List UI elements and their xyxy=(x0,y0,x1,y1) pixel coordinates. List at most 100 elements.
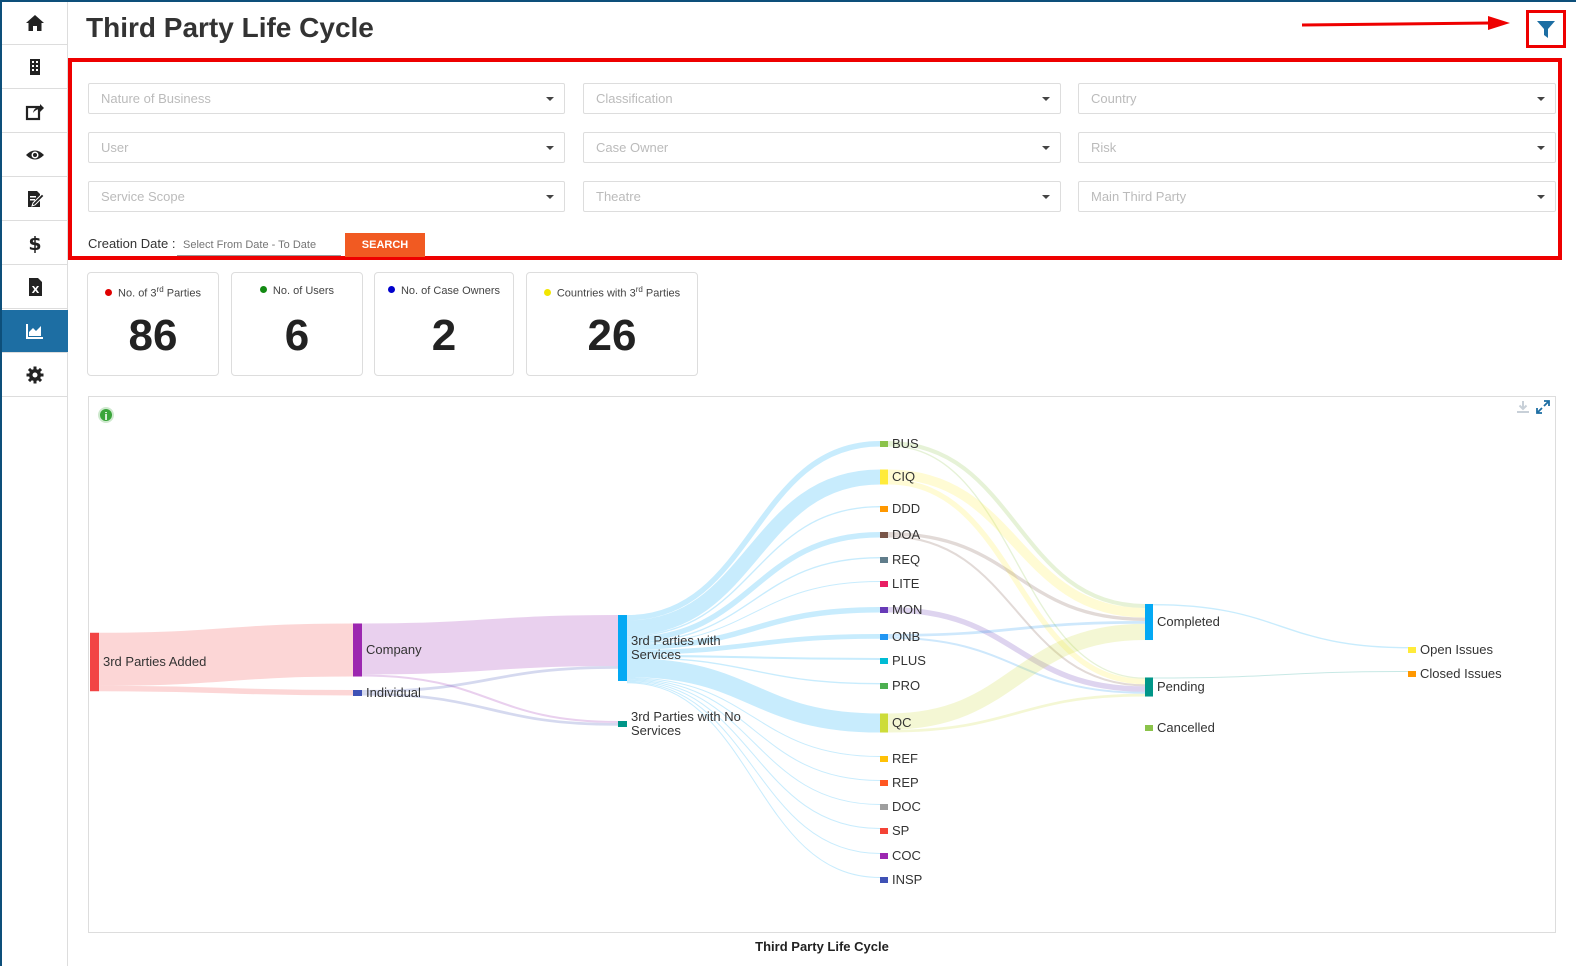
date-range-input[interactable] xyxy=(177,234,341,256)
select-placeholder: Risk xyxy=(1091,140,1117,155)
sankey-node[interactable] xyxy=(880,634,888,640)
sankey-node-label: MON xyxy=(892,602,922,617)
sidebar-item-finance[interactable]: $ xyxy=(2,222,68,265)
sankey-node[interactable] xyxy=(880,441,888,447)
sankey-link xyxy=(1152,671,1409,679)
sankey-node[interactable] xyxy=(880,658,888,664)
sankey-node[interactable] xyxy=(353,623,362,677)
sankey-node[interactable] xyxy=(880,532,888,538)
sankey-node-label: DOC xyxy=(892,799,921,814)
kpi-value: 86 xyxy=(128,311,178,360)
sankey-node[interactable] xyxy=(880,581,888,587)
kpi-label: Countries with 3rd Parties xyxy=(527,285,697,300)
sankey-node[interactable] xyxy=(880,780,888,786)
sankey-node[interactable] xyxy=(880,683,888,689)
sankey-node[interactable] xyxy=(880,804,888,810)
arrow-annotation-icon xyxy=(1301,16,1510,30)
sankey-node[interactable] xyxy=(880,557,888,563)
sankey-link xyxy=(98,685,354,696)
sankey-node-label: 3rd Parties Added xyxy=(103,654,206,669)
sankey-node[interactable] xyxy=(353,690,362,696)
sankey-node[interactable] xyxy=(880,853,888,859)
sidebar-item-excel[interactable]: X xyxy=(2,266,68,309)
kpi-label: No. of 3rd Parties xyxy=(88,285,218,300)
risk-select[interactable]: Risk xyxy=(1078,132,1556,163)
sankey-link xyxy=(626,658,881,733)
sankey-node-label: Pending xyxy=(1157,679,1205,694)
sidebar-item-analytics[interactable] xyxy=(2,310,68,353)
kpi-users: No. of Users 6 xyxy=(231,272,363,376)
caret-down-icon xyxy=(1042,146,1050,150)
kpi-label-text: Countries with 3 xyxy=(556,287,636,300)
sankey-node[interactable] xyxy=(1145,603,1153,641)
kpi-label-text: Parties xyxy=(642,287,681,300)
search-button[interactable]: SEARCH xyxy=(345,233,425,257)
sankey-link xyxy=(887,693,1146,733)
sankey-link xyxy=(887,469,1146,618)
sankey-node-label: BUS xyxy=(892,436,919,451)
theatre-select[interactable]: Theatre xyxy=(583,181,1061,212)
case-owner-select[interactable]: Case Owner xyxy=(583,132,1061,163)
sankey-link xyxy=(361,666,619,693)
kpi-label-text: No. of Case Owners xyxy=(400,285,501,297)
select-placeholder: Theatre xyxy=(596,189,641,204)
sankey-node-label: Company xyxy=(366,642,422,657)
country-select[interactable]: Country xyxy=(1078,83,1556,114)
sankey-link xyxy=(626,581,881,645)
building-icon xyxy=(30,59,40,75)
sankey-node[interactable] xyxy=(880,713,888,733)
main-third-party-select[interactable]: Main Third Party xyxy=(1078,181,1556,212)
select-placeholder: Classification xyxy=(596,91,673,106)
select-placeholder: Case Owner xyxy=(596,140,669,155)
select-placeholder: User xyxy=(101,140,129,155)
kpi-value: 26 xyxy=(587,311,637,360)
sidebar-item-settings[interactable] xyxy=(2,354,68,397)
sankey-node[interactable] xyxy=(90,632,99,692)
sankey-link xyxy=(626,532,881,643)
fullscreen-icon[interactable] xyxy=(1536,400,1550,414)
sankey-node[interactable] xyxy=(880,469,888,485)
sankey-node[interactable] xyxy=(880,756,888,762)
sankey-node-label: SP xyxy=(892,823,909,838)
classification-select[interactable]: Classification xyxy=(583,83,1061,114)
sankey-node[interactable] xyxy=(880,506,888,512)
user-select[interactable]: User xyxy=(88,132,565,163)
service-scope-select[interactable]: Service Scope xyxy=(88,181,565,212)
caret-down-icon xyxy=(1537,195,1545,199)
info-icon[interactable]: i xyxy=(98,407,114,423)
sankey-node[interactable] xyxy=(1145,677,1153,697)
sankey-node[interactable] xyxy=(1408,647,1416,653)
svg-text:$: $ xyxy=(28,233,41,253)
sankey-node-label: DDD xyxy=(892,501,920,516)
sankey-node[interactable] xyxy=(880,877,888,883)
caret-down-icon xyxy=(546,146,554,150)
chart-container xyxy=(88,396,1556,933)
sankey-node[interactable] xyxy=(618,615,627,681)
sankey-link xyxy=(626,681,881,854)
download-icon[interactable] xyxy=(1516,400,1530,414)
sankey-node-label: 3rd Parties with No Services xyxy=(631,709,741,738)
caret-down-icon xyxy=(1537,146,1545,150)
sankey-node-label: INSP xyxy=(892,872,922,887)
sidebar-item-building[interactable] xyxy=(2,46,68,89)
sankey-node[interactable] xyxy=(880,607,888,613)
nature-of-business-select[interactable]: Nature of Business xyxy=(88,83,565,114)
sankey-node[interactable] xyxy=(1408,671,1416,677)
kpi-label-sup: rd xyxy=(156,285,164,294)
sankey-node-label: Individual xyxy=(366,685,421,700)
sidebar-item-edit[interactable] xyxy=(2,178,68,221)
eye-icon xyxy=(26,150,44,160)
page-title: Third Party Life Cycle xyxy=(86,12,374,43)
sidebar-item-home[interactable] xyxy=(2,2,68,45)
sankey-link xyxy=(626,678,881,781)
sankey-node[interactable] xyxy=(618,721,627,727)
kpi-countries: Countries with 3rd Parties 26 xyxy=(526,272,698,376)
filter-button[interactable] xyxy=(1526,10,1566,48)
sidebar-item-view[interactable] xyxy=(2,134,68,177)
select-placeholder: Nature of Business xyxy=(101,91,211,106)
sankey-node[interactable] xyxy=(880,828,888,834)
sankey-link xyxy=(626,607,881,651)
sankey-link xyxy=(626,469,881,636)
sidebar-item-share[interactable] xyxy=(2,90,68,133)
sankey-node[interactable] xyxy=(1145,725,1153,731)
